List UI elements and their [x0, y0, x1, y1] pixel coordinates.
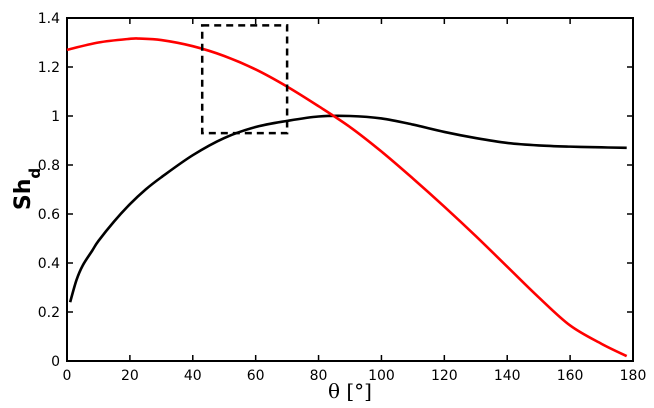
- y-tick-label: 0.6: [38, 207, 60, 223]
- series-line-black: [68, 114, 627, 303]
- x-tick-label: 100: [368, 368, 395, 384]
- y-tick-label: 0.8: [38, 158, 60, 174]
- x-tick-label: 120: [431, 368, 458, 384]
- y-axis-label-subscript: d: [26, 168, 44, 179]
- y-tick-label: 1.4: [38, 11, 60, 27]
- y-tick-label: 0.2: [38, 305, 60, 321]
- axis-ticks: [66, 17, 634, 362]
- x-tick-label: 0: [63, 368, 72, 384]
- x-tick-label: 140: [494, 368, 521, 384]
- x-tick-label: 40: [184, 368, 202, 384]
- dashed-annotation-box: [200, 24, 289, 135]
- x-tick-label: 20: [121, 368, 139, 384]
- series-line-red: [66, 37, 628, 358]
- x-axis-label: θ [°]: [328, 379, 372, 403]
- y-axis-label-main: Sh: [11, 179, 36, 211]
- x-tick-labels: 0 20 40 60 80 100 120 140 160 180: [63, 368, 647, 384]
- y-tick-label: 0.4: [38, 256, 60, 272]
- x-tick-label: 180: [620, 368, 647, 384]
- y-tick-label: 1.2: [38, 60, 60, 76]
- y-axis-label: Shd: [11, 168, 44, 210]
- y-tick-label: 1: [51, 109, 60, 125]
- y-tick-label: 0: [51, 354, 60, 370]
- x-tick-label: 80: [310, 368, 328, 384]
- series-layer: [66, 37, 628, 358]
- x-tick-label: 60: [247, 368, 265, 384]
- plot-area: [66, 17, 634, 362]
- x-tick-label: 160: [557, 368, 584, 384]
- y-tick-labels: 0 0.2 0.4 0.6 0.8 1 1.2 1.4: [38, 11, 60, 370]
